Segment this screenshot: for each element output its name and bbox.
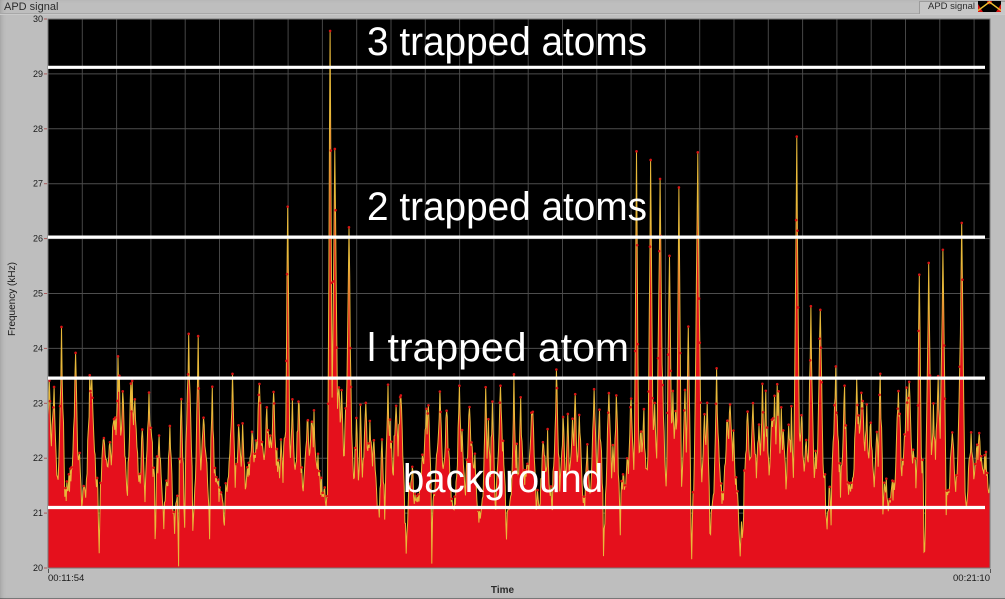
svg-text:23: 23	[33, 398, 43, 408]
svg-text:3 trapped atoms: 3 trapped atoms	[367, 20, 647, 64]
svg-text:25: 25	[33, 289, 43, 299]
svg-text:26: 26	[33, 234, 43, 244]
svg-text:30: 30	[33, 14, 43, 24]
svg-text:2 trapped atoms: 2 trapped atoms	[367, 185, 647, 229]
svg-text:24: 24	[33, 343, 43, 353]
svg-text:22: 22	[33, 453, 43, 463]
svg-text:l trapped atom: l trapped atom	[367, 326, 629, 370]
svg-text:28: 28	[33, 124, 43, 134]
svg-text:21: 21	[33, 508, 43, 518]
svg-text:20: 20	[33, 563, 43, 573]
svg-text:29: 29	[33, 69, 43, 79]
svg-text:background: background	[403, 457, 603, 501]
svg-text:27: 27	[33, 179, 43, 189]
